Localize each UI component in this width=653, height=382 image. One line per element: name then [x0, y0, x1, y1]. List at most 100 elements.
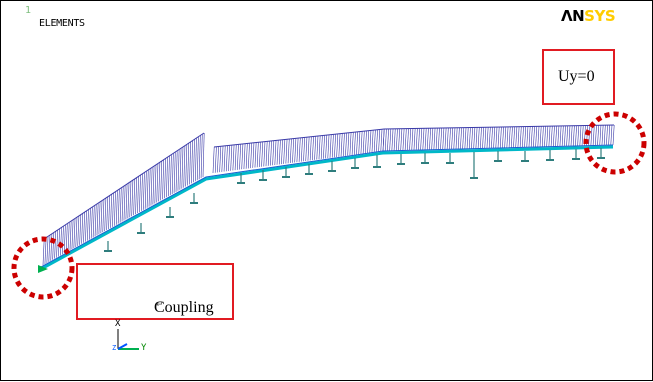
mesh-line	[243, 143, 246, 170]
mesh-line	[460, 127, 462, 149]
mesh-line	[52, 232, 55, 260]
mesh-line	[592, 125, 595, 146]
mesh-line	[612, 124, 615, 146]
mesh-line	[555, 125, 557, 147]
mesh-line	[56, 230, 58, 258]
mesh-line	[135, 177, 138, 215]
mesh-line	[144, 171, 147, 209]
mesh-line	[191, 140, 193, 184]
mesh-line	[158, 162, 161, 202]
mesh-line	[575, 125, 577, 146]
mesh-line	[477, 127, 480, 149]
mesh-line	[387, 128, 389, 151]
girder-line-inner	[40, 144, 614, 268]
mesh-line	[287, 139, 290, 164]
mesh-line	[345, 132, 347, 156]
mesh-line	[169, 154, 172, 196]
mesh-line	[504, 126, 507, 148]
mesh-line	[129, 181, 132, 218]
mesh-line	[87, 209, 89, 241]
mesh-line	[219, 146, 222, 173]
mesh-line	[194, 138, 197, 182]
mesh-line	[491, 127, 493, 149]
mesh-line	[274, 140, 277, 166]
mesh-line	[221, 146, 224, 172]
mesh-line	[480, 127, 482, 149]
girder-line	[40, 145, 614, 271]
mesh-line	[112, 193, 114, 227]
plot-label: ELEMENTS	[39, 18, 85, 29]
mesh-line	[75, 217, 78, 247]
mesh-line	[139, 175, 141, 212]
mesh-line	[106, 196, 109, 231]
mesh-line	[298, 137, 301, 162]
mesh-line	[482, 127, 485, 149]
mesh-line	[539, 126, 542, 147]
mesh-line	[232, 144, 235, 171]
mesh-line	[499, 126, 502, 148]
mesh-line	[239, 144, 241, 170]
mesh-line	[168, 155, 170, 197]
mesh-line	[358, 131, 361, 155]
mesh-line	[73, 218, 76, 249]
mesh-line	[464, 127, 467, 149]
mesh-line	[185, 144, 188, 187]
mesh-line	[81, 213, 84, 244]
mesh-line	[601, 125, 604, 146]
mesh-line	[351, 132, 354, 156]
mesh-line	[597, 125, 600, 146]
coupling-node-icon	[38, 265, 48, 273]
mesh-line	[442, 127, 445, 150]
mesh-line	[493, 127, 496, 149]
mesh-line	[552, 126, 555, 147]
mesh-line	[177, 149, 180, 191]
mesh-line	[581, 125, 584, 146]
mesh-line	[69, 221, 72, 251]
mesh-line	[331, 134, 334, 158]
mesh-line	[486, 127, 489, 149]
mesh-line	[457, 127, 460, 150]
mesh-line	[561, 125, 564, 147]
mesh-line	[517, 126, 520, 148]
mesh-line	[338, 133, 341, 157]
mesh-line	[519, 126, 522, 148]
mesh-line	[473, 127, 476, 149]
mesh-line	[320, 135, 323, 160]
mesh-edge	[383, 124, 615, 130]
mesh-line	[566, 125, 569, 147]
mesh-line	[369, 130, 372, 153]
mesh-line	[475, 127, 478, 149]
mesh-line	[541, 126, 544, 147]
mesh-line	[384, 128, 387, 151]
mesh-line	[202, 132, 205, 178]
mesh-line	[267, 141, 270, 166]
mesh-line	[309, 136, 312, 161]
mesh-line	[90, 207, 93, 239]
mesh-line	[85, 210, 87, 242]
mesh-line	[360, 131, 363, 154]
mesh-line	[261, 141, 264, 167]
triad-axes	[117, 329, 139, 350]
mesh-line	[230, 145, 233, 171]
mesh-line	[429, 128, 431, 150]
mesh-line	[608, 125, 611, 146]
mesh-line	[98, 201, 101, 235]
mesh-line	[353, 132, 356, 155]
mesh-line	[228, 145, 230, 172]
mesh-line	[248, 143, 250, 169]
mesh-line	[444, 127, 447, 150]
triad-x-label: X	[115, 319, 121, 329]
mesh-line	[400, 128, 403, 151]
mesh-line	[506, 126, 509, 148]
mesh-line	[356, 131, 359, 155]
boundary-condition-callout: Uy=0	[542, 49, 615, 105]
mesh-line	[283, 139, 286, 164]
mesh-line	[127, 182, 130, 219]
mesh-line	[214, 146, 217, 173]
mesh-line	[502, 126, 504, 148]
mesh-line	[48, 235, 51, 262]
mesh-line	[110, 194, 112, 228]
mesh-line	[577, 125, 580, 146]
